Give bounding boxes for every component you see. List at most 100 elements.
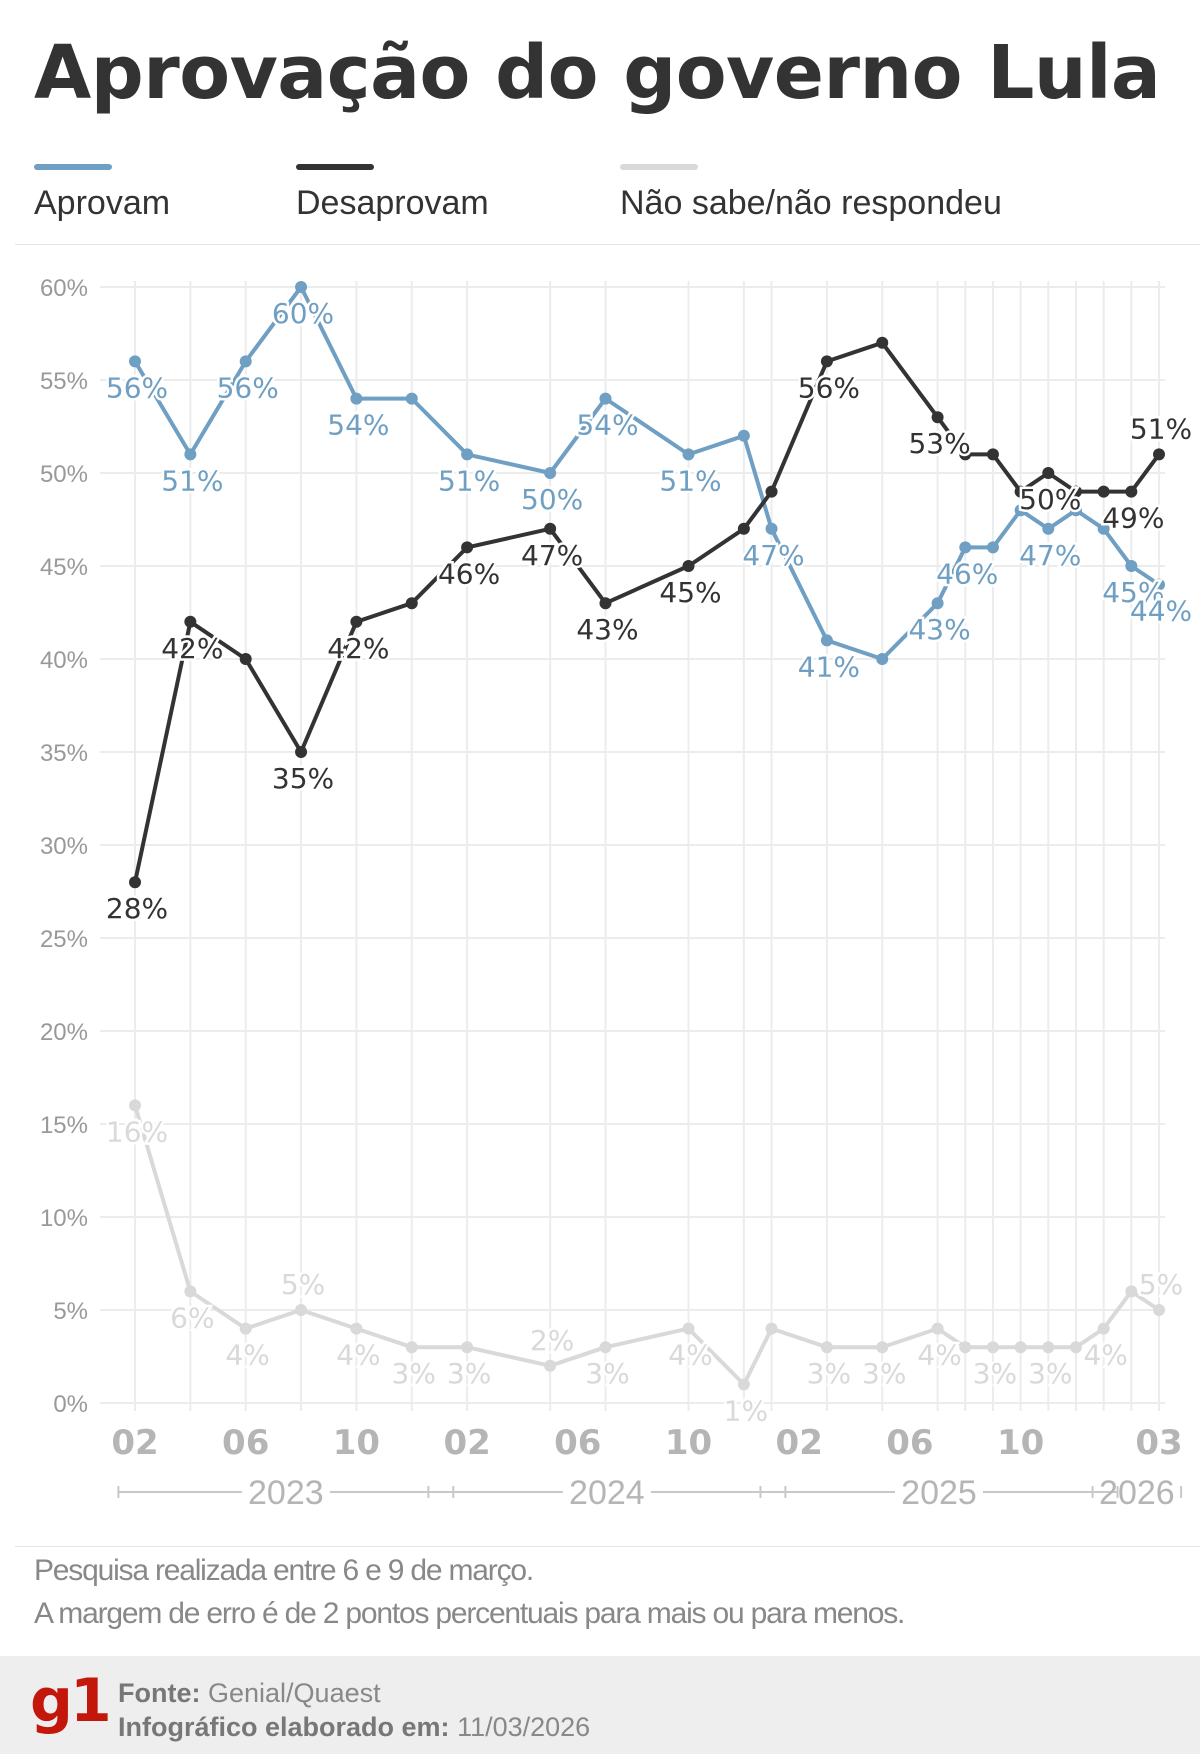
data-point — [737, 522, 750, 535]
data-point — [986, 1341, 999, 1354]
data-label: 45% — [659, 576, 721, 609]
data-point — [461, 541, 474, 554]
x-tick-label: 06 — [554, 1423, 601, 1463]
data-point — [1069, 504, 1082, 517]
data-point — [350, 615, 363, 628]
data-point — [544, 522, 557, 535]
data-label: 60% — [272, 297, 334, 330]
data-point — [599, 597, 612, 610]
data-label: 4% — [1083, 1339, 1127, 1372]
y-tick-label: 20% — [40, 1019, 88, 1046]
legend-label: Não sabe/não respondeu — [620, 184, 1002, 222]
data-point — [765, 485, 778, 498]
y-tick-label: 10% — [40, 1205, 88, 1232]
data-label: 4% — [668, 1339, 712, 1372]
data-point — [1069, 1341, 1082, 1354]
data-label: 41% — [798, 650, 860, 683]
data-point — [461, 448, 474, 461]
data-label: 44% — [1130, 595, 1192, 628]
data-label: 47% — [742, 539, 804, 572]
data-point — [737, 1378, 750, 1391]
data-label: 3% — [585, 1357, 629, 1390]
x-tick-label: 10 — [665, 1423, 712, 1463]
data-point — [931, 1322, 944, 1335]
divider — [15, 1546, 1200, 1547]
data-label: 5% — [281, 1268, 325, 1301]
data-point — [931, 411, 944, 424]
data-label: 54% — [576, 409, 638, 442]
y-tick-label: 5% — [53, 1298, 88, 1325]
data-point — [184, 1285, 197, 1298]
data-point — [1153, 448, 1165, 461]
data-point — [295, 281, 308, 293]
data-point — [1125, 1285, 1138, 1298]
data-point — [295, 1304, 308, 1316]
data-point — [239, 1322, 252, 1335]
data-label: 47% — [521, 539, 583, 572]
data-label: 51% — [1130, 412, 1192, 445]
data-point — [959, 448, 972, 461]
data-label: 3% — [1028, 1357, 1072, 1390]
x-tick-label: 10 — [997, 1423, 1044, 1463]
data-point — [820, 355, 833, 368]
data-label: 51% — [438, 464, 500, 497]
source-value: Genial/Quaest — [208, 1678, 381, 1708]
data-point — [1097, 1322, 1110, 1335]
legend-swatch-nao-sabe — [620, 164, 698, 170]
data-point — [350, 392, 363, 405]
data-label: 50% — [521, 483, 583, 516]
data-point — [1153, 578, 1165, 591]
data-label: 43% — [908, 613, 970, 646]
year-label: 2025 — [901, 1474, 977, 1512]
year-label: 2024 — [569, 1474, 645, 1512]
data-label: 56% — [217, 371, 279, 404]
data-label: 3% — [392, 1357, 436, 1390]
data-point — [599, 392, 612, 405]
data-point — [1125, 560, 1138, 572]
data-point — [959, 1341, 972, 1354]
data-point — [239, 355, 252, 368]
data-point — [295, 746, 308, 758]
data-label: 3% — [807, 1357, 851, 1390]
data-label: 1% — [724, 1394, 768, 1427]
g1-logo: g1 — [30, 1666, 112, 1736]
y-tick-label: 15% — [40, 1112, 88, 1139]
year-label: 2023 — [248, 1474, 324, 1512]
data-point — [544, 467, 557, 479]
data-point — [986, 448, 999, 461]
data-point — [682, 1322, 695, 1335]
data-point — [405, 392, 418, 405]
legend-label: Aprovam — [34, 184, 171, 222]
data-label: 46% — [936, 557, 998, 590]
made-date: 11/03/2026 — [457, 1712, 591, 1742]
data-point — [1042, 522, 1055, 535]
x-tick-label: 02 — [776, 1423, 823, 1463]
y-tick-label: 25% — [40, 926, 88, 953]
line-chart: 0% 5% 10% 15% 20% 25% 30% 35% 40% 45% 50% 55% 60% 02 0… — [39, 275, 1193, 1512]
made-date-line: Infográfico elaborado em: 11/03/2026 — [118, 1712, 590, 1743]
x-tick-label: 02 — [443, 1423, 490, 1463]
y-tick-label: 50% — [40, 461, 88, 488]
data-point — [599, 1341, 612, 1354]
data-point — [682, 560, 695, 572]
x-tick-label: 03 — [1135, 1423, 1182, 1463]
data-label: 4% — [917, 1339, 961, 1372]
data-label: 54% — [327, 409, 389, 442]
data-label: 53% — [908, 427, 970, 460]
data-point — [931, 597, 944, 610]
data-label: 51% — [659, 464, 721, 497]
data-point — [129, 876, 141, 889]
data-label: 28% — [106, 892, 168, 925]
data-label: 6% — [170, 1301, 214, 1334]
y-tick-label: 45% — [40, 554, 88, 581]
data-label: 42% — [161, 632, 223, 665]
legend-label: Desaprovam — [296, 184, 489, 222]
data-point — [1014, 1341, 1027, 1354]
data-label: 43% — [576, 613, 638, 646]
data-point — [986, 541, 999, 554]
data-point — [544, 1359, 557, 1372]
data-point — [350, 1322, 363, 1335]
data-point — [129, 355, 141, 368]
data-label: 16% — [106, 1115, 168, 1148]
y-tick-label: 0% — [53, 1391, 88, 1418]
